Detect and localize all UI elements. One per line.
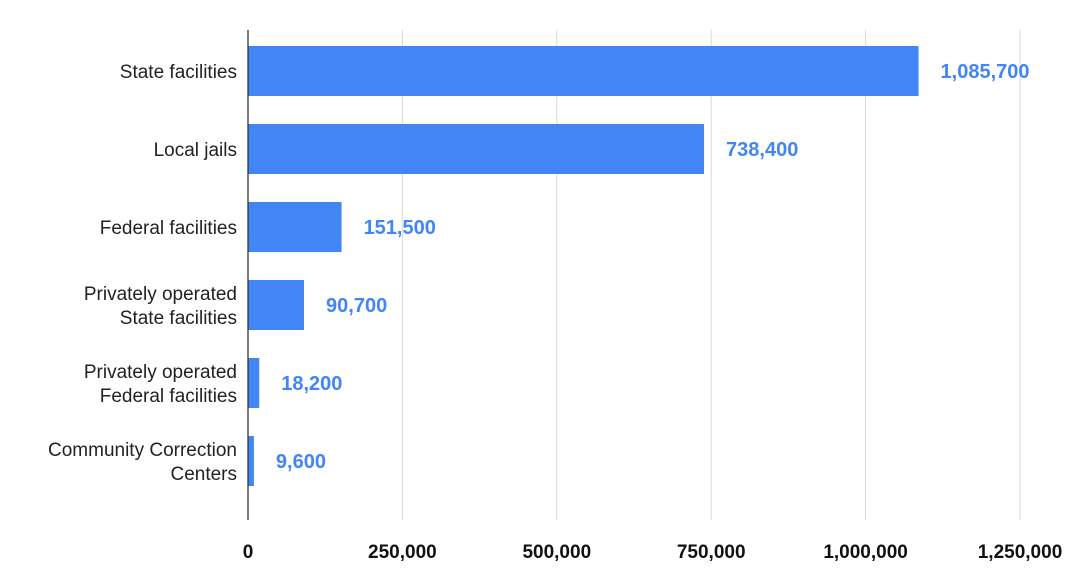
bar xyxy=(248,124,705,174)
x-tick-label: 1,250,000 xyxy=(978,542,1063,563)
data-label: 18,200 xyxy=(281,373,342,395)
x-tick-label: 0 xyxy=(243,542,254,563)
category-label: Privately operated xyxy=(84,362,237,383)
data-labels: 1,085,700 738,400 151,500 90,700 18,200 9,600 xyxy=(276,61,1030,473)
bar xyxy=(248,280,305,330)
data-label: 9,600 xyxy=(276,451,326,473)
x-tick-label: 500,000 xyxy=(522,542,591,563)
bar xyxy=(248,46,919,96)
x-tick-label: 750,000 xyxy=(677,542,746,563)
category-label: Local jails xyxy=(154,140,237,161)
x-tick-label: 1,000,000 xyxy=(823,542,908,563)
bar xyxy=(248,202,342,252)
category-label: State facilities xyxy=(120,62,237,83)
bar xyxy=(248,358,260,408)
data-label: 738,400 xyxy=(726,139,798,161)
category-label: Federal facilities xyxy=(100,386,237,407)
data-label: 1,085,700 xyxy=(941,61,1030,83)
bar xyxy=(248,436,254,486)
gridlines xyxy=(401,30,1021,520)
data-label: 90,700 xyxy=(326,295,387,317)
category-label: Federal facilities xyxy=(100,218,237,239)
x-tick-labels: 0 250,000 500,000 750,000 1,000,000 1,250,000 xyxy=(243,542,1063,563)
category-label: Privately operated xyxy=(84,284,237,305)
category-label: Centers xyxy=(170,464,237,485)
x-tick-label: 250,000 xyxy=(368,542,437,563)
data-label: 151,500 xyxy=(364,217,436,239)
category-label: Community Correction xyxy=(48,440,237,461)
category-labels: State facilities Local jails Federal facil… xyxy=(48,62,237,485)
bars xyxy=(248,46,919,486)
category-label: State facilities xyxy=(120,308,237,329)
